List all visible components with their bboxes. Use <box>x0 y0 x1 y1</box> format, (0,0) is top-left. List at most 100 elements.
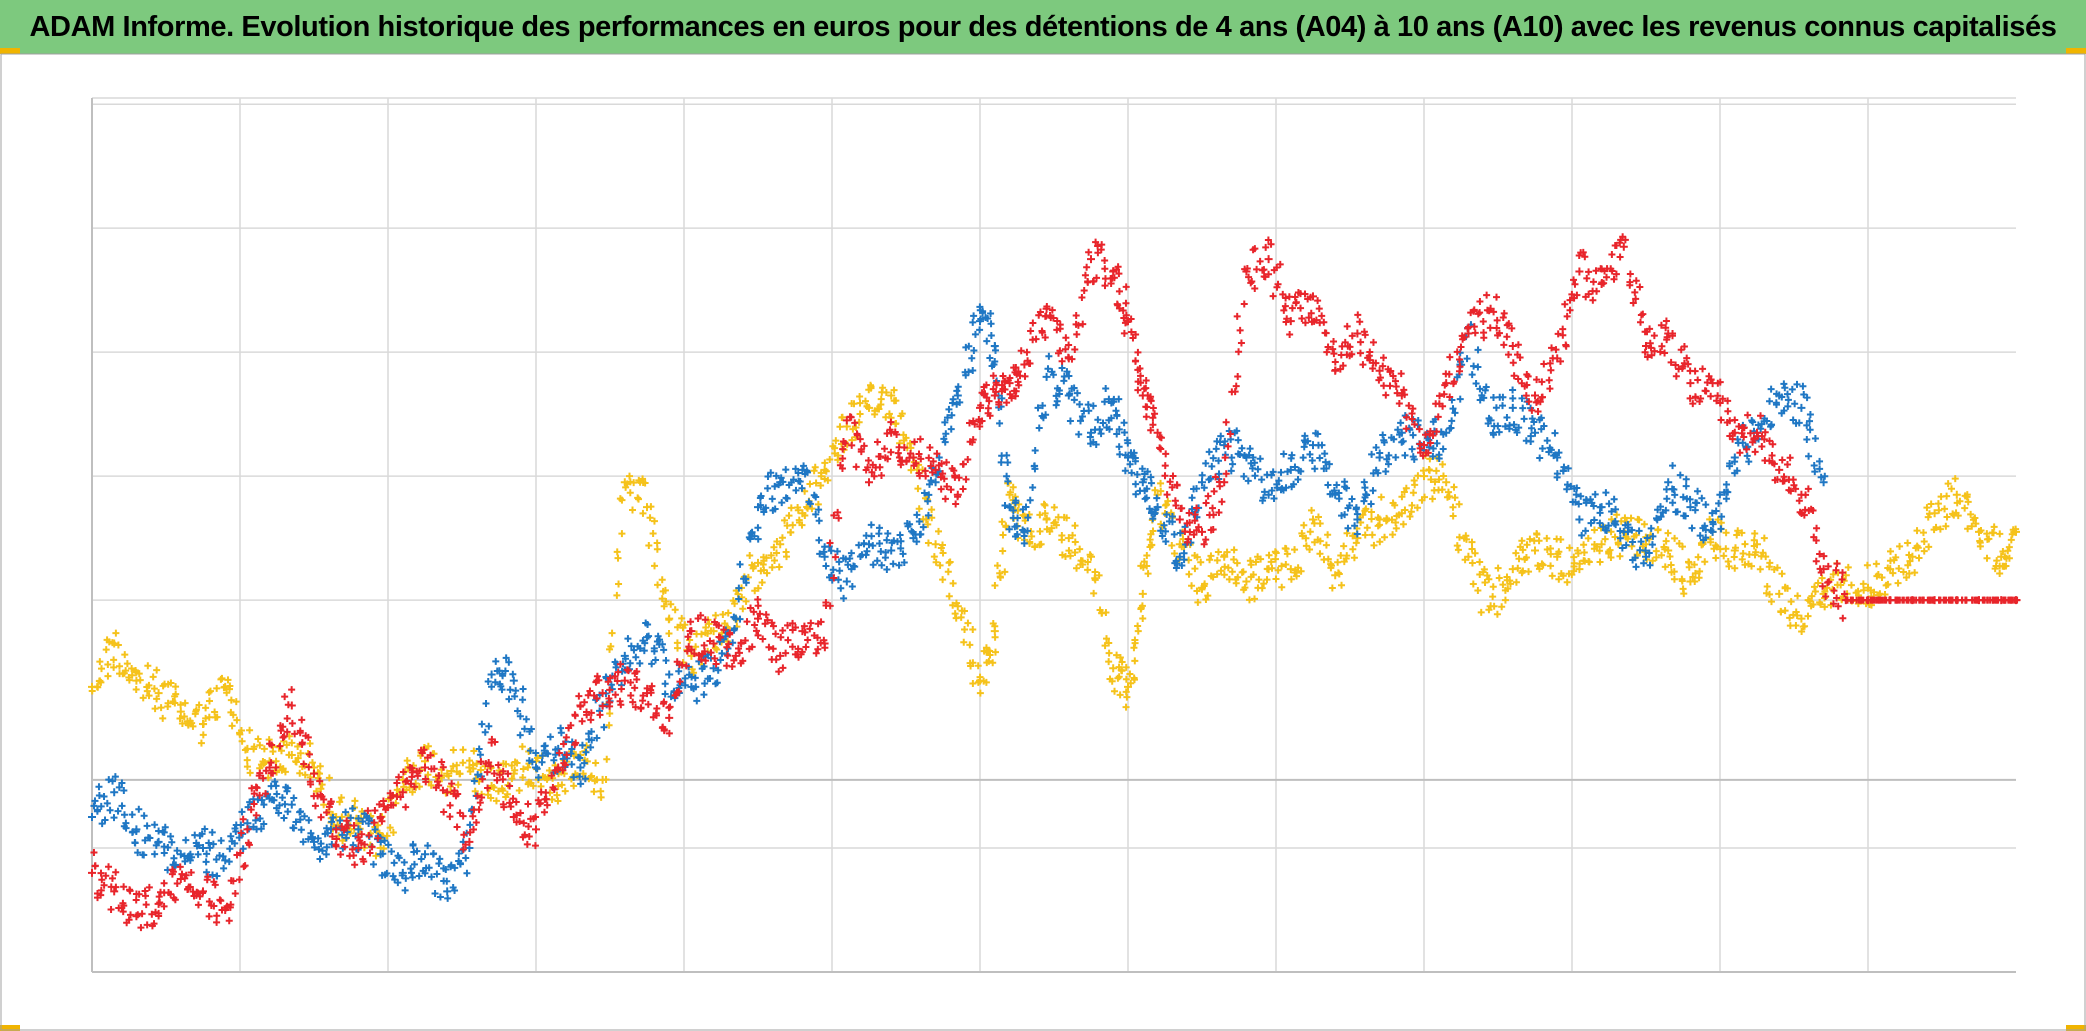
scatter-mark <box>1767 421 1775 429</box>
scatter-mark <box>142 892 150 900</box>
scatter-mark <box>224 676 232 684</box>
scatter-mark <box>938 460 946 468</box>
scatter-mark <box>473 792 481 800</box>
scatter-mark <box>1029 319 1037 327</box>
scatter-mark <box>395 773 403 781</box>
scatter-mark <box>259 774 267 782</box>
scatter-mark <box>1476 297 1484 305</box>
scatter-mark <box>250 800 258 808</box>
scatter-mark <box>701 648 709 656</box>
scatter-mark <box>637 705 645 713</box>
scatter-mark <box>697 630 705 638</box>
scatter-mark <box>767 469 775 477</box>
scatter-mark <box>192 706 200 714</box>
scatter-mark <box>1115 443 1123 451</box>
data-point <box>1686 379 1695 388</box>
scatter-mark <box>613 677 621 685</box>
data-point <box>1686 503 1695 512</box>
data-point <box>1797 614 1806 623</box>
scatter-mark <box>151 821 159 829</box>
scatter-mark <box>961 626 969 634</box>
scatter-mark <box>1003 399 1011 407</box>
scatter-mark <box>1401 451 1409 459</box>
scatter-mark <box>1084 566 1092 574</box>
scatter-mark <box>1362 505 1370 513</box>
data-point <box>1819 478 1828 487</box>
data-point <box>865 478 873 487</box>
scatter-mark <box>526 747 534 755</box>
scatter-mark <box>410 860 418 868</box>
scatter-mark <box>1610 495 1618 503</box>
data-point <box>1597 503 1606 512</box>
scatter-mark <box>469 765 477 773</box>
scatter-mark <box>1525 568 1533 576</box>
scatter-mark <box>1236 326 1244 334</box>
scatter-mark <box>1763 417 1771 425</box>
scatter-mark <box>1514 341 1522 349</box>
scatter-mark <box>1232 382 1240 390</box>
scatter-mark <box>135 890 143 898</box>
scatter-mark <box>256 791 264 799</box>
scatter-mark <box>645 541 653 549</box>
scatter-mark <box>970 312 978 320</box>
scatter-mark <box>987 320 995 328</box>
scatter-mark <box>250 790 258 798</box>
scatter-mark <box>576 773 584 781</box>
scatter-mark <box>679 624 687 632</box>
scatter-mark <box>1632 295 1640 303</box>
scatter-mark <box>114 641 122 649</box>
scatter-mark <box>1514 564 1522 572</box>
scatter-mark <box>223 689 231 697</box>
scatter-mark <box>456 860 464 868</box>
scatter-mark <box>1448 417 1456 425</box>
scatter-mark <box>804 636 812 644</box>
scatter-mark <box>366 849 374 857</box>
scatter-mark <box>634 494 642 502</box>
scatter-mark <box>1223 548 1231 556</box>
scatter-mark <box>1372 359 1380 367</box>
scatter-mark <box>1292 299 1300 307</box>
scatter-mark <box>682 662 690 670</box>
scatter-mark <box>767 551 775 559</box>
scatter-mark <box>811 463 819 471</box>
scatter-mark <box>652 656 660 664</box>
scatter-mark <box>135 805 143 813</box>
scatter-mark <box>1446 353 1454 361</box>
scatter-mark <box>1734 527 1742 535</box>
scatter-mark <box>676 678 684 686</box>
scatter-mark <box>1691 577 1699 585</box>
scatter-mark <box>110 663 118 671</box>
scatter-mark <box>1629 538 1637 546</box>
scatter-mark <box>979 309 987 317</box>
scatter-mark <box>1525 398 1533 406</box>
scatter-mark <box>636 659 644 667</box>
scatter-mark <box>542 789 550 797</box>
scatter-mark <box>1288 304 1296 312</box>
scatter-mark <box>1163 510 1171 518</box>
scatter-mark <box>1432 467 1440 475</box>
scatter-mark <box>276 742 284 750</box>
scatter-mark <box>1571 280 1579 288</box>
scatter-mark <box>1738 555 1746 563</box>
scatter-mark <box>1811 468 1819 476</box>
scatter-mark <box>254 735 262 743</box>
data-point <box>1397 428 1406 437</box>
scatter-mark <box>1783 460 1791 468</box>
scatter-mark <box>618 530 626 538</box>
scatter-mark <box>1252 558 1260 566</box>
scatter-mark <box>296 769 304 777</box>
scatter-mark <box>579 770 587 778</box>
scatter-mark <box>515 787 523 795</box>
scatter-mark <box>1062 334 1070 342</box>
scatter-mark <box>578 717 586 725</box>
scatter-mark <box>883 566 891 574</box>
scatter-mark <box>194 901 202 909</box>
scatter-mark <box>762 611 770 619</box>
scatter-mark <box>1474 363 1482 371</box>
corner-accent-top-left <box>0 48 20 54</box>
scatter-mark <box>1006 374 1014 382</box>
scatter-mark <box>205 697 213 705</box>
scatter-mark <box>1316 519 1324 527</box>
scatter-mark <box>524 763 532 771</box>
scatter-mark <box>1215 457 1223 465</box>
